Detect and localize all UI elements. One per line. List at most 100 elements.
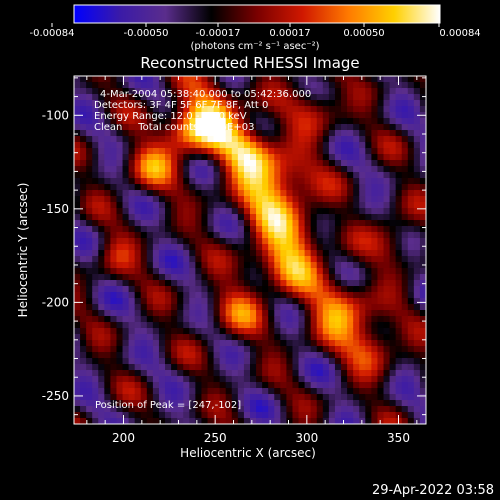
heatmap-cell: [140, 124, 148, 131]
heatmap-cell: [86, 130, 93, 137]
heatmap-cell: [250, 232, 257, 239]
heatmap-cell: [389, 106, 397, 113]
heatmap-cell: [237, 370, 245, 377]
heatmap-cell: [104, 310, 112, 317]
heatmap-cell: [359, 382, 366, 389]
heatmap-cell: [419, 220, 426, 227]
heatmap-cell: [316, 142, 324, 149]
heatmap-cell: [280, 364, 288, 371]
heatmap-cell: [122, 286, 130, 293]
heatmap-cell: [74, 220, 81, 227]
heatmap-cell: [262, 394, 269, 401]
heatmap-cell: [310, 352, 318, 359]
heatmap-cell: [292, 376, 300, 383]
heatmap-cell: [98, 196, 105, 203]
heatmap-cell: [268, 166, 275, 173]
heatmap-cell: [413, 106, 421, 113]
heatmap-cell: [86, 304, 93, 311]
heatmap-cell: [401, 148, 409, 155]
heatmap-cell: [310, 202, 318, 209]
heatmap-cell: [298, 82, 306, 89]
heatmap-cell: [274, 124, 281, 131]
heatmap-cell: [322, 340, 330, 347]
heatmap-cell: [413, 394, 421, 401]
heatmap-cell: [146, 124, 154, 131]
heatmap-cell: [304, 364, 312, 371]
heatmap-cell: [413, 226, 421, 233]
heatmap-cell: [377, 358, 385, 365]
heatmap-cell: [207, 304, 215, 311]
heatmap-cell: [225, 142, 233, 149]
heatmap-cell: [389, 226, 397, 233]
heatmap-cell: [401, 202, 409, 209]
heatmap-cell: [419, 382, 426, 389]
heatmap-cell: [92, 328, 99, 335]
heatmap-cell: [213, 262, 221, 269]
heatmap-cell: [165, 256, 172, 263]
heatmap-cell: [292, 100, 300, 107]
heatmap-cell: [389, 196, 397, 203]
heatmap-cell: [195, 388, 203, 395]
heatmap-cell: [310, 388, 318, 395]
chart-title: Reconstructed RHESSI Image: [140, 54, 359, 72]
heatmap-cell: [183, 94, 190, 101]
heatmap-cell: [152, 76, 160, 83]
heatmap-cell: [256, 214, 263, 221]
heatmap-cell: [413, 142, 421, 149]
heatmap-cell: [158, 184, 166, 191]
heatmap-cell: [177, 184, 184, 191]
heatmap-cell: [347, 286, 354, 293]
heatmap-cell: [189, 340, 196, 347]
heatmap-cell: [292, 208, 300, 215]
heatmap-cell: [353, 382, 360, 389]
heatmap-cell: [365, 322, 372, 329]
heatmap-cell: [419, 100, 426, 107]
heatmap-cell: [353, 268, 360, 275]
heatmap-cell: [122, 358, 130, 365]
heatmap-cell: [195, 418, 203, 424]
heatmap-cell: [389, 304, 397, 311]
heatmap-cell: [128, 406, 136, 413]
heatmap-cell: [158, 310, 166, 317]
heatmap-cell: [92, 154, 99, 161]
heatmap-cell: [347, 166, 354, 173]
heatmap-cell: [316, 418, 324, 424]
heatmap-cell: [389, 286, 397, 293]
heatmap-cell: [353, 196, 360, 203]
heatmap-cell: [152, 334, 160, 341]
heatmap-cell: [365, 400, 372, 407]
heatmap-cell: [74, 208, 81, 215]
heatmap-cell: [237, 220, 245, 227]
heatmap-cell: [158, 256, 166, 263]
heatmap-cell: [213, 172, 221, 179]
heatmap-cell: [407, 346, 415, 353]
heatmap-cell: [201, 262, 209, 269]
heatmap-cell: [419, 376, 426, 383]
heatmap-cell: [110, 346, 118, 353]
heatmap-cell: [341, 148, 348, 155]
heatmap-cell: [116, 196, 124, 203]
heatmap-cell: [128, 172, 136, 179]
heatmap-cell: [328, 382, 336, 389]
heatmap-cell: [383, 214, 391, 221]
heatmap-cell: [347, 148, 354, 155]
heatmap-cell: [359, 304, 366, 311]
heatmap-cell: [413, 184, 421, 191]
heatmap-cell: [74, 292, 81, 299]
heatmap-cell: [377, 304, 385, 311]
heatmap-cell: [213, 100, 221, 107]
heatmap-cell: [201, 196, 209, 203]
heatmap-cell: [165, 226, 172, 233]
heatmap-cell: [98, 412, 105, 419]
heatmap-cell: [134, 166, 142, 173]
heatmap-cell: [104, 214, 112, 221]
heatmap-cell: [86, 346, 93, 353]
heatmap-cell: [286, 262, 294, 269]
heatmap-cell: [316, 352, 324, 359]
heatmap-cell: [243, 394, 251, 401]
heatmap-cell: [243, 238, 251, 245]
heatmap-cell: [280, 406, 288, 413]
heatmap-cell: [213, 178, 221, 185]
heatmap-cell: [171, 340, 178, 347]
heatmap-cell: [213, 82, 221, 89]
